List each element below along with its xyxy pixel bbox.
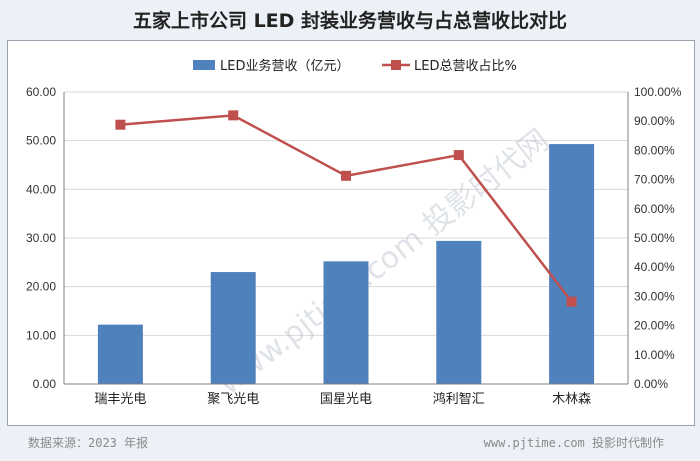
- y-right-tick-label: 60.00%: [634, 202, 675, 216]
- line-series: [115, 110, 577, 307]
- y-left-tick-label: 10.00: [26, 328, 56, 342]
- x-tick-label: 瑞丰光电: [94, 392, 146, 407]
- data-source: 数据来源：2023 年报: [28, 436, 149, 450]
- y-right-tick-label: 30.00%: [634, 289, 675, 303]
- bar: [97, 324, 143, 384]
- y-left-tick-label: 40.00: [26, 182, 56, 196]
- axes: 0.00 10.00 20.00 30.00 40.00 50.00 60.00 0.00% 1…: [26, 85, 682, 407]
- y-left-tick-label: 50.00: [26, 134, 56, 148]
- x-tick-label: 鸿利智汇: [433, 391, 485, 407]
- bar: [323, 261, 369, 384]
- legend-line-label: LED总营收占比%: [414, 59, 517, 74]
- y-right-tick-label: 10.00%: [634, 348, 675, 362]
- watermark: www.pjtime.com 投影时代网: [212, 123, 556, 402]
- legend-bar-swatch: [193, 60, 215, 70]
- watermark-text: www.pjtime.com 投影时代网: [212, 123, 556, 402]
- y-right-tick-label: 90.00%: [634, 114, 675, 128]
- y-left-tick-label: 20.00: [26, 280, 56, 294]
- bar: [549, 144, 595, 384]
- y-right-tick-label: 20.00%: [634, 319, 675, 333]
- y-right-tick-label: 70.00%: [634, 173, 675, 187]
- y-right-tick-label: 0.00%: [634, 377, 668, 391]
- bar-series: [97, 144, 595, 384]
- line-point: [341, 170, 351, 181]
- y-left-tick-label: 0.00: [33, 377, 57, 391]
- y-right-tick-label: 40.00%: [634, 260, 675, 274]
- line-point: [453, 150, 464, 161]
- x-tick-label: 聚飞光电: [207, 392, 259, 407]
- y-right-tick-label: 100.00%: [634, 85, 682, 99]
- y-right-tick-label: 80.00%: [634, 143, 675, 157]
- line-point: [566, 296, 577, 307]
- line-point: [115, 119, 126, 130]
- x-tick-label: 木林森: [552, 392, 591, 407]
- site-credit: www.pjtime.com 投影时代制作: [483, 436, 664, 450]
- line-point: [228, 110, 239, 121]
- bar: [436, 240, 482, 384]
- y-right-tick-label: 50.00%: [634, 231, 675, 245]
- y-left-tick-label: 30.00: [26, 231, 56, 245]
- legend-bar-label: LED业务营收（亿元）: [220, 58, 349, 74]
- x-tick-label: 国星光电: [320, 392, 372, 407]
- bar: [210, 272, 256, 384]
- chart-title: 五家上市公司 LED 封装业务营收与占总营收比对比: [132, 10, 568, 32]
- y-left-tick-label: 60.00: [26, 85, 56, 99]
- legend-line-marker: [391, 60, 401, 70]
- legend: LED业务营收（亿元） LED总营收占比%: [193, 58, 517, 74]
